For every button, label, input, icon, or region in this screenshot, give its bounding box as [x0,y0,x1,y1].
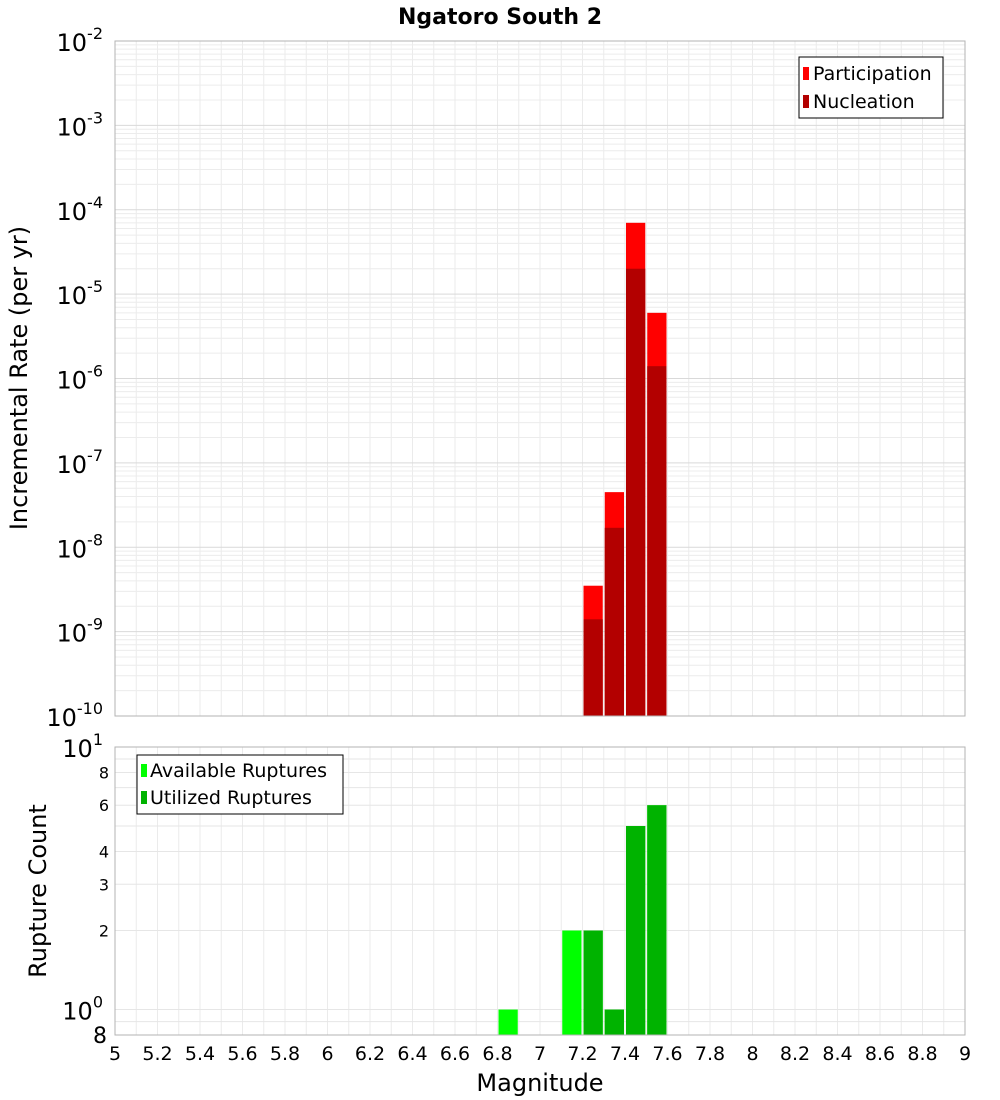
rate-legend: Participation Nucleation [798,56,944,119]
utilized-legend-label: Utilized Ruptures [150,787,312,809]
count-plot-frame [114,746,966,1036]
rate-legend-box [798,56,944,119]
rate-plot-bars [583,222,667,716]
rate-plot-frame [114,40,966,717]
utilized-bar [583,930,603,1035]
count-plot-bars [498,805,667,1035]
x-tick-label: 6.8 [482,1043,512,1065]
x-tick-label: 7.4 [610,1043,640,1065]
nucleation-bar [626,268,646,716]
chart-title: Ngatoro South 2 [398,5,602,30]
nucleation-bar [604,527,624,716]
available-bar [562,930,582,1035]
nucleation-bar [647,366,667,716]
x-tick-label: 8 [746,1043,758,1065]
count-legend: Available Ruptures Utilized Ruptures [136,754,344,815]
count-y-minor-tick-label: 2 [99,922,109,941]
x-tick-label: 5.6 [227,1043,257,1065]
x-tick-label: 5.4 [185,1043,215,1065]
x-tick-label: 5.8 [270,1043,300,1065]
nucleation-legend-label: Nucleation [813,91,915,113]
x-tick-label: 6.6 [440,1043,470,1065]
available-swatch [141,764,147,777]
x-tick-label: 5 [109,1043,121,1065]
participation-legend-label: Participation [813,63,932,85]
x-tick-label: 6 [321,1043,333,1065]
rate-y-tick-label: 10-6 [57,362,104,395]
x-tick-label: 7.2 [567,1043,597,1065]
rate-y-tick-label: 10-10 [46,699,103,732]
rate-y-tick-label: 10-2 [57,24,104,57]
count-legend-box [136,754,344,815]
count-y-tick-label: 100 [62,993,103,1026]
x-tick-label: 7.6 [652,1043,682,1065]
rate-plot: 10-2 10-3 10-4 10-5 10-6 10-7 10-8 10-9 10-10 In… [5,24,966,732]
participation-swatch [803,67,809,80]
utilized-bar [626,826,646,1035]
utilized-bar [647,805,667,1035]
x-tick-label: 8.4 [822,1043,852,1065]
rate-y-tick-label: 10-3 [57,108,104,141]
x-axis-label: Magnitude [476,1069,603,1097]
rate-plot-grid [114,41,966,717]
count-y-minor-tick-label: 3 [99,875,109,894]
x-tick-label: 8.8 [907,1043,937,1065]
count-y-axis-label: Rupture Count [24,804,52,978]
utilized-bar [604,1009,624,1035]
available-bar [498,1009,518,1035]
rate-y-axis-label: Incremental Rate (per yr) [5,226,33,530]
count-y-minor-tick-label: 6 [99,796,109,815]
x-tick-label: 6.2 [355,1043,385,1065]
x-tick-label: 8.6 [865,1043,895,1065]
rate-y-tick-label: 10-8 [57,530,104,563]
rate-y-tick-label: 10-9 [57,615,104,648]
rate-y-tick-label: 10-4 [57,193,104,226]
nucleation-bar [583,619,603,716]
count-y-minor-tick-label: 8 [99,763,109,782]
x-tick-label: 6.4 [397,1043,427,1065]
nucleation-swatch [803,95,809,108]
utilized-swatch [141,791,147,804]
available-legend-label: Available Ruptures [150,760,327,782]
x-tick-label: 7 [534,1043,546,1065]
count-y-minor-tick-label: 8 [93,1024,107,1049]
rate-y-ticks: 10-2 10-3 10-4 10-5 10-6 10-7 10-8 10-9 10-10 [46,24,103,732]
rate-y-tick-label: 10-5 [57,277,104,310]
rate-y-tick-label: 10-7 [57,446,104,479]
x-tick-label: 5.2 [142,1043,172,1065]
x-ticks: 5 5.2 5.4 5.6 5.8 6 6.2 6.4 6.6 6.8 7 7.2 7.4 7.6 7.8 8… [109,1043,971,1065]
count-y-minor-tick-label: 4 [99,842,109,861]
x-tick-label: 7.8 [695,1043,725,1065]
count-y-tick-label: 101 [62,730,103,763]
x-tick-label: 8.2 [780,1043,810,1065]
x-tick-label: 9 [959,1043,971,1065]
